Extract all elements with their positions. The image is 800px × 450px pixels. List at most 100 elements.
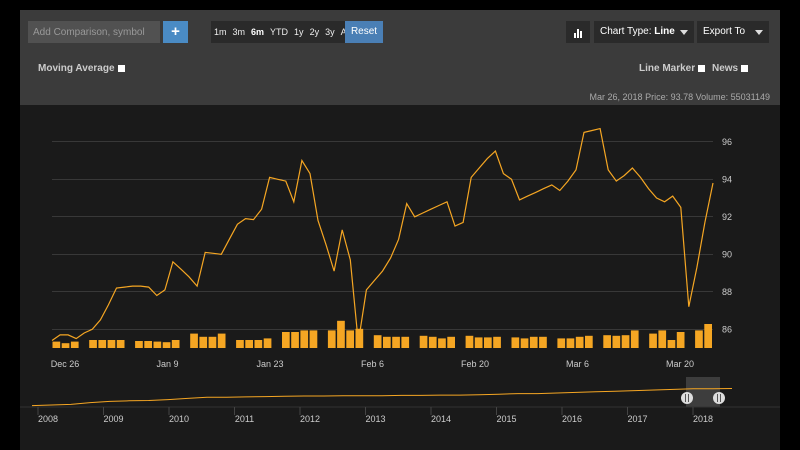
range-2y[interactable]: 2y bbox=[309, 27, 320, 37]
volume-bar bbox=[585, 335, 593, 348]
volume-bar bbox=[649, 333, 657, 348]
volume-bar bbox=[162, 342, 171, 348]
chart-icon-button[interactable] bbox=[566, 21, 590, 43]
add-comparison-button[interactable]: + bbox=[163, 21, 188, 43]
volume-bar bbox=[474, 337, 483, 348]
volume-bar bbox=[419, 335, 428, 348]
range-6m[interactable]: 6m bbox=[251, 27, 265, 37]
volume-bar bbox=[346, 330, 354, 348]
navigator-year-label: 2008 bbox=[38, 414, 58, 424]
volume-bar bbox=[438, 338, 446, 348]
volume-bar bbox=[630, 330, 639, 348]
line-marker-checkbox[interactable] bbox=[698, 64, 706, 72]
navigator-year-label: 2013 bbox=[365, 414, 385, 424]
volume-bar bbox=[511, 337, 520, 348]
x-tick-label: Jan 9 bbox=[156, 359, 178, 369]
moving-average-checkbox[interactable] bbox=[117, 64, 125, 72]
x-tick-label: Feb 20 bbox=[461, 359, 489, 369]
volume-bar bbox=[401, 336, 410, 348]
reset-button[interactable]: Reset bbox=[345, 21, 383, 43]
y-tick-label: 96 bbox=[722, 137, 732, 147]
volume-bar bbox=[153, 341, 162, 348]
price-line bbox=[51, 127, 714, 343]
plus-icon: + bbox=[171, 23, 180, 40]
volume-bar bbox=[428, 336, 437, 348]
volume-bar bbox=[676, 332, 685, 348]
volume-bar bbox=[116, 340, 125, 348]
volume-bar bbox=[621, 335, 630, 348]
volume-bar bbox=[135, 341, 143, 348]
volume-bar bbox=[300, 330, 309, 348]
volume-bar bbox=[70, 341, 79, 348]
navigator-year-label: 2011 bbox=[235, 414, 254, 424]
range-3y[interactable]: 3y bbox=[325, 27, 335, 37]
volume-bar bbox=[529, 336, 538, 348]
x-tick-label: Feb 6 bbox=[361, 359, 384, 369]
volume-bar bbox=[263, 338, 272, 348]
navigator[interactable]: 2008 2009 2010 2011 2012 2013 2014 2015 2016 2017… bbox=[20, 375, 780, 424]
line-marker-label: Line Marker bbox=[639, 63, 696, 74]
volume-bar bbox=[557, 338, 566, 348]
navigator-year-label: 2012 bbox=[300, 414, 320, 424]
volume-bar bbox=[539, 336, 547, 348]
moving-average-label: Moving Average bbox=[38, 63, 115, 74]
navigator-background bbox=[20, 375, 780, 407]
volume-bar bbox=[144, 341, 152, 348]
chart-type-dropdown[interactable]: Chart Type: Line bbox=[594, 21, 694, 43]
volume-bar bbox=[695, 330, 703, 348]
volume-bar bbox=[575, 336, 584, 348]
y-tick-label: 90 bbox=[722, 249, 732, 259]
chart-toolbar: + 1m 3m 6m YTD 1y 2y 3y All Reset Chart … bbox=[20, 10, 780, 105]
x-tick-label: Jan 23 bbox=[256, 359, 283, 369]
y-tick-label: 86 bbox=[722, 324, 732, 334]
volume-bar bbox=[337, 320, 345, 348]
volume-bar bbox=[667, 340, 676, 348]
navigator-year-label: 2009 bbox=[103, 414, 123, 424]
range-1y[interactable]: 1y bbox=[294, 27, 304, 37]
y-tick-label: 92 bbox=[722, 212, 732, 222]
volume-bar bbox=[52, 341, 61, 348]
volume-bar bbox=[704, 324, 712, 348]
x-tick-label: Mar 20 bbox=[666, 359, 694, 369]
export-dropdown[interactable]: Export To bbox=[697, 21, 769, 43]
range-ytd[interactable]: YTD bbox=[270, 27, 289, 37]
volume-bar bbox=[98, 340, 107, 348]
price-status-line: Mar 26, 2018 Price: 93.78 Volume: 550311… bbox=[589, 92, 770, 102]
volume-bar bbox=[171, 340, 180, 348]
moving-average-option[interactable]: Moving Average bbox=[38, 63, 125, 74]
x-tick-label: Dec 26 bbox=[51, 359, 80, 369]
range-3m[interactable]: 3m bbox=[232, 27, 246, 37]
comparison-symbol-input[interactable] bbox=[28, 21, 160, 43]
chart-grid bbox=[52, 141, 713, 330]
range-1m[interactable]: 1m bbox=[214, 27, 227, 37]
volume-bar bbox=[383, 336, 391, 348]
news-checkbox[interactable] bbox=[741, 64, 749, 72]
volume-bar bbox=[282, 332, 290, 348]
volume-bar bbox=[566, 338, 575, 348]
line-marker-option[interactable]: Line Marker bbox=[639, 63, 706, 74]
navigator-year-labels: 2008 2009 2010 2011 2012 2013 2014 2015 2016 2017… bbox=[37, 407, 713, 424]
navigator-year-label: 2010 bbox=[169, 414, 189, 424]
range-selector: 1m 3m 6m YTD 1y 2y 3y All bbox=[211, 21, 354, 43]
volume-bar bbox=[190, 333, 198, 348]
volume-bar bbox=[61, 343, 70, 348]
navigator-handle-left[interactable] bbox=[681, 392, 693, 404]
volume-bar bbox=[107, 340, 116, 348]
volume-bar bbox=[309, 330, 318, 348]
volume-bar bbox=[373, 335, 382, 348]
volume-bar bbox=[493, 336, 501, 348]
volume-bar bbox=[520, 338, 529, 348]
navigator-handle-right[interactable] bbox=[713, 392, 725, 404]
volume-bar bbox=[327, 330, 336, 348]
navigator-year-label: 2016 bbox=[562, 414, 582, 424]
navigator-year-label: 2018 bbox=[693, 414, 713, 424]
price-chart[interactable]: 86 88 90 92 94 96 Dec 26 Jan 9 Jan 23 Feb 6 Feb 2… bbox=[20, 105, 780, 450]
volume-bars bbox=[52, 320, 712, 348]
navigator-year-label: 2017 bbox=[627, 414, 647, 424]
news-option[interactable]: News bbox=[712, 63, 749, 74]
volume-bar bbox=[89, 340, 97, 348]
x-tick-label: Mar 6 bbox=[566, 359, 589, 369]
news-label: News bbox=[712, 63, 739, 74]
navigator-selection[interactable] bbox=[686, 377, 720, 407]
chevron-down-icon bbox=[755, 30, 763, 35]
